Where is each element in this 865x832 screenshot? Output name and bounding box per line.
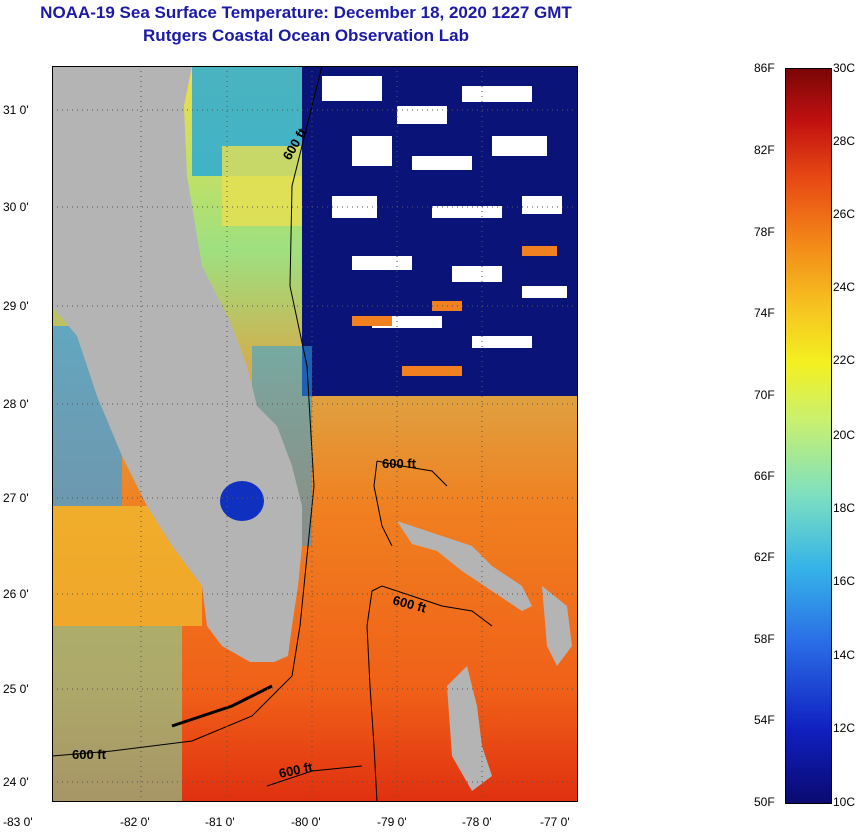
colorbar-f-label: 82F bbox=[754, 143, 775, 157]
colorbar-f-label: 70F bbox=[754, 388, 775, 402]
colorbar-f-label: 66F bbox=[754, 469, 775, 483]
colorbar-f-label: 50F bbox=[754, 795, 775, 809]
colorbar-c-label: 24C bbox=[833, 280, 856, 294]
lon-label: -79 0' bbox=[377, 815, 407, 829]
colorbar-c-label: 18C bbox=[833, 501, 856, 515]
colorbar-c-label: 20C bbox=[833, 428, 856, 442]
depth-contours bbox=[52, 66, 493, 802]
colorbar-f-label: 74F bbox=[754, 306, 775, 320]
lake-okeechobee bbox=[220, 481, 264, 521]
abaco-land bbox=[542, 586, 572, 666]
lat-label: 26 0' bbox=[3, 587, 29, 601]
lon-label: -83 0' bbox=[3, 815, 33, 829]
grand-bahama-land bbox=[397, 521, 532, 611]
colorbar-c-label: 14C bbox=[833, 648, 856, 662]
lat-label: 24 0' bbox=[3, 775, 29, 789]
colorbar-f-label: 54F bbox=[754, 713, 775, 727]
colorbar-f-label: 86F bbox=[754, 61, 775, 75]
colorbar-c-label: 30C bbox=[833, 61, 856, 75]
colorbar-f-label: 78F bbox=[754, 225, 775, 239]
colorbar-f-label: 62F bbox=[754, 550, 775, 564]
map-frame bbox=[52, 66, 578, 802]
lat-label: 29 0' bbox=[3, 299, 29, 313]
lon-label: -81 0' bbox=[205, 815, 235, 829]
lon-label: -82 0' bbox=[120, 815, 150, 829]
lat-label: 30 0' bbox=[3, 200, 29, 214]
lon-label: -78 0' bbox=[462, 815, 492, 829]
colorbar-c-label: 22C bbox=[833, 353, 856, 367]
sst-map: 600 ft 600 ft 600 ft 600 ft 600 ft bbox=[52, 66, 578, 802]
florida-keys bbox=[171, 684, 273, 728]
lat-label: 28 0' bbox=[3, 397, 29, 411]
temperature-colorbar bbox=[785, 68, 832, 804]
chart-title: NOAA-19 Sea Surface Temperature: Decembe… bbox=[40, 3, 572, 22]
colorbar-c-label: 26C bbox=[833, 207, 856, 221]
lat-label: 31 0' bbox=[3, 103, 29, 117]
andros-land bbox=[447, 666, 492, 791]
chart-subtitle: Rutgers Coastal Ocean Observation Lab bbox=[143, 26, 469, 45]
colorbar-c-label: 16C bbox=[833, 574, 856, 588]
gulf-mid-water bbox=[52, 626, 182, 802]
lat-label: 27 0' bbox=[3, 491, 29, 505]
cloud-patches bbox=[322, 76, 567, 348]
lat-label: 25 0' bbox=[3, 682, 29, 696]
colorbar-c-label: 28C bbox=[833, 134, 856, 148]
lon-label: -77 0' bbox=[540, 815, 570, 829]
colorbar-c-label: 10C bbox=[833, 795, 856, 809]
lon-label: -80 0' bbox=[291, 815, 321, 829]
contour-label: 600 ft bbox=[382, 456, 417, 471]
atlantic-warm-swirl bbox=[222, 146, 302, 226]
colorbar-c-label: 12C bbox=[833, 721, 856, 735]
colorbar-f-label: 58F bbox=[754, 632, 775, 646]
sst-map-svg: 600 ft 600 ft 600 ft 600 ft 600 ft bbox=[52, 66, 578, 802]
contour-label: 600 ft bbox=[72, 747, 107, 762]
contour-label: 600 ft bbox=[278, 759, 315, 781]
